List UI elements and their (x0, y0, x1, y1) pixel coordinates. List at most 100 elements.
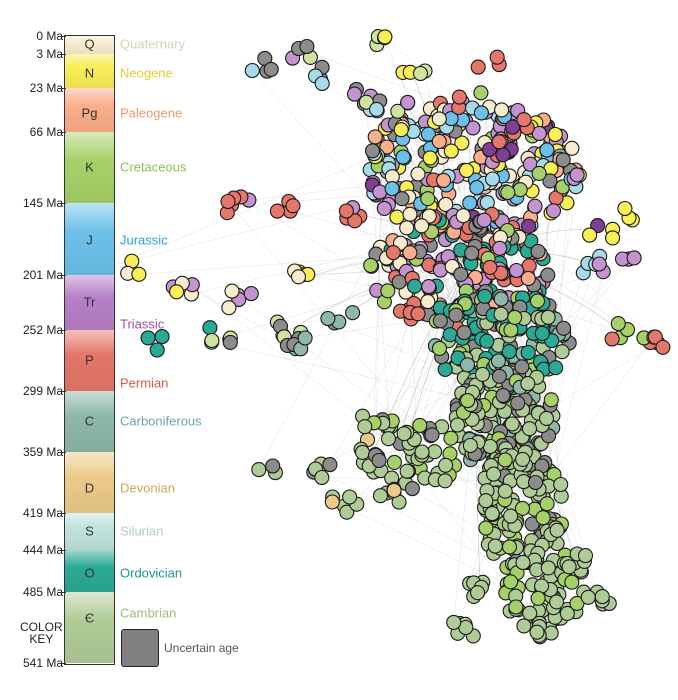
network-node (357, 419, 373, 435)
network-edge (539, 271, 604, 292)
network-node (379, 139, 395, 155)
network-node (504, 416, 520, 432)
network-node (489, 49, 505, 65)
network-node (462, 195, 478, 211)
period-name-permian: Permian (120, 375, 169, 391)
age-label: 145 Ma (22, 196, 63, 210)
network-node (479, 333, 495, 349)
network-node (540, 309, 556, 325)
network-node (500, 184, 516, 201)
network-node (154, 329, 170, 345)
network-node (354, 444, 371, 460)
network-node (476, 212, 492, 228)
network-node (540, 267, 556, 283)
age-label: 419 Ma (22, 506, 63, 520)
network-node (391, 274, 407, 290)
age-tick (58, 391, 66, 392)
network-node (529, 293, 546, 309)
age-label: 541 Ma (22, 656, 63, 670)
network-node (474, 366, 491, 382)
age-label: 23 Ma (29, 81, 63, 95)
network-node (140, 330, 156, 346)
network-node (290, 269, 307, 285)
age-label: 252 Ma (22, 323, 63, 337)
network-node (414, 218, 430, 234)
network-node (512, 182, 528, 198)
network-node (521, 218, 537, 234)
color-key-label: COLOR KEY (20, 620, 63, 646)
period-segment-triassic (65, 275, 114, 330)
network-node (131, 266, 147, 282)
network-node (534, 325, 550, 341)
period-abbr-neogene: N (84, 65, 95, 81)
network-node (503, 322, 519, 338)
network-node (530, 243, 546, 259)
network-node (594, 589, 610, 605)
network-node (420, 126, 436, 142)
network-node (478, 520, 494, 536)
period-segment-devonian (65, 452, 114, 513)
network-node (372, 184, 388, 200)
network-node (580, 589, 596, 605)
network-node (515, 451, 531, 467)
network-node (460, 393, 476, 409)
network-node (347, 213, 363, 229)
network-node (515, 554, 531, 571)
network-node (497, 483, 513, 499)
period-segment-cretaceous (65, 132, 114, 203)
network-node (539, 496, 555, 512)
period-name-jurassic: Jurassic (120, 232, 168, 248)
network-node (522, 605, 538, 621)
period-name-carboniferous: Carboniferous (120, 413, 202, 429)
age-tick (58, 36, 66, 37)
network-node (438, 196, 454, 212)
network-node (459, 357, 476, 373)
network-node (542, 173, 558, 189)
network-node (299, 38, 315, 55)
network-node (412, 65, 429, 82)
network-node (453, 266, 469, 282)
period-segment-silurian (65, 513, 114, 550)
network-node (477, 288, 493, 304)
network-node (222, 334, 238, 350)
network-node (169, 284, 185, 300)
network-node (617, 200, 633, 217)
period-name-triassic: Triassic (120, 316, 165, 332)
network-node (514, 359, 530, 375)
network-node (265, 458, 281, 474)
period-abbr-permian: P (85, 352, 94, 368)
age-label: 444 Ma (22, 543, 63, 557)
network-node (527, 198, 543, 214)
network-node (263, 61, 279, 77)
period-abbr-cambrian: Є (84, 610, 95, 626)
age-tick (58, 513, 66, 514)
network-node (454, 135, 470, 151)
network-node (553, 476, 569, 493)
network-node (490, 353, 506, 369)
network-node (569, 167, 585, 183)
network-node (432, 313, 448, 329)
period-name-devonian: Devonian (120, 480, 175, 496)
network-node (220, 193, 236, 210)
network-node (380, 431, 397, 447)
network-node (396, 426, 412, 442)
network-node (469, 180, 485, 196)
network-node (521, 258, 537, 274)
period-abbr-triassic: Tr (83, 294, 96, 310)
network-node (297, 330, 313, 346)
period-segment-quaternary (65, 36, 114, 54)
network-node (380, 283, 396, 299)
network-edge (553, 271, 604, 475)
network-node (482, 259, 498, 275)
period-name-paleogene: Paleogene (120, 105, 183, 121)
network-node (555, 152, 571, 168)
network-node (446, 614, 462, 630)
network-node (497, 452, 513, 468)
age-tick (58, 54, 66, 55)
network-node (484, 506, 500, 522)
period-name-ordovician: Ordovician (120, 565, 183, 581)
network-node (503, 574, 519, 590)
network-node (559, 605, 575, 621)
network-node (505, 119, 521, 135)
network-node (394, 191, 410, 207)
